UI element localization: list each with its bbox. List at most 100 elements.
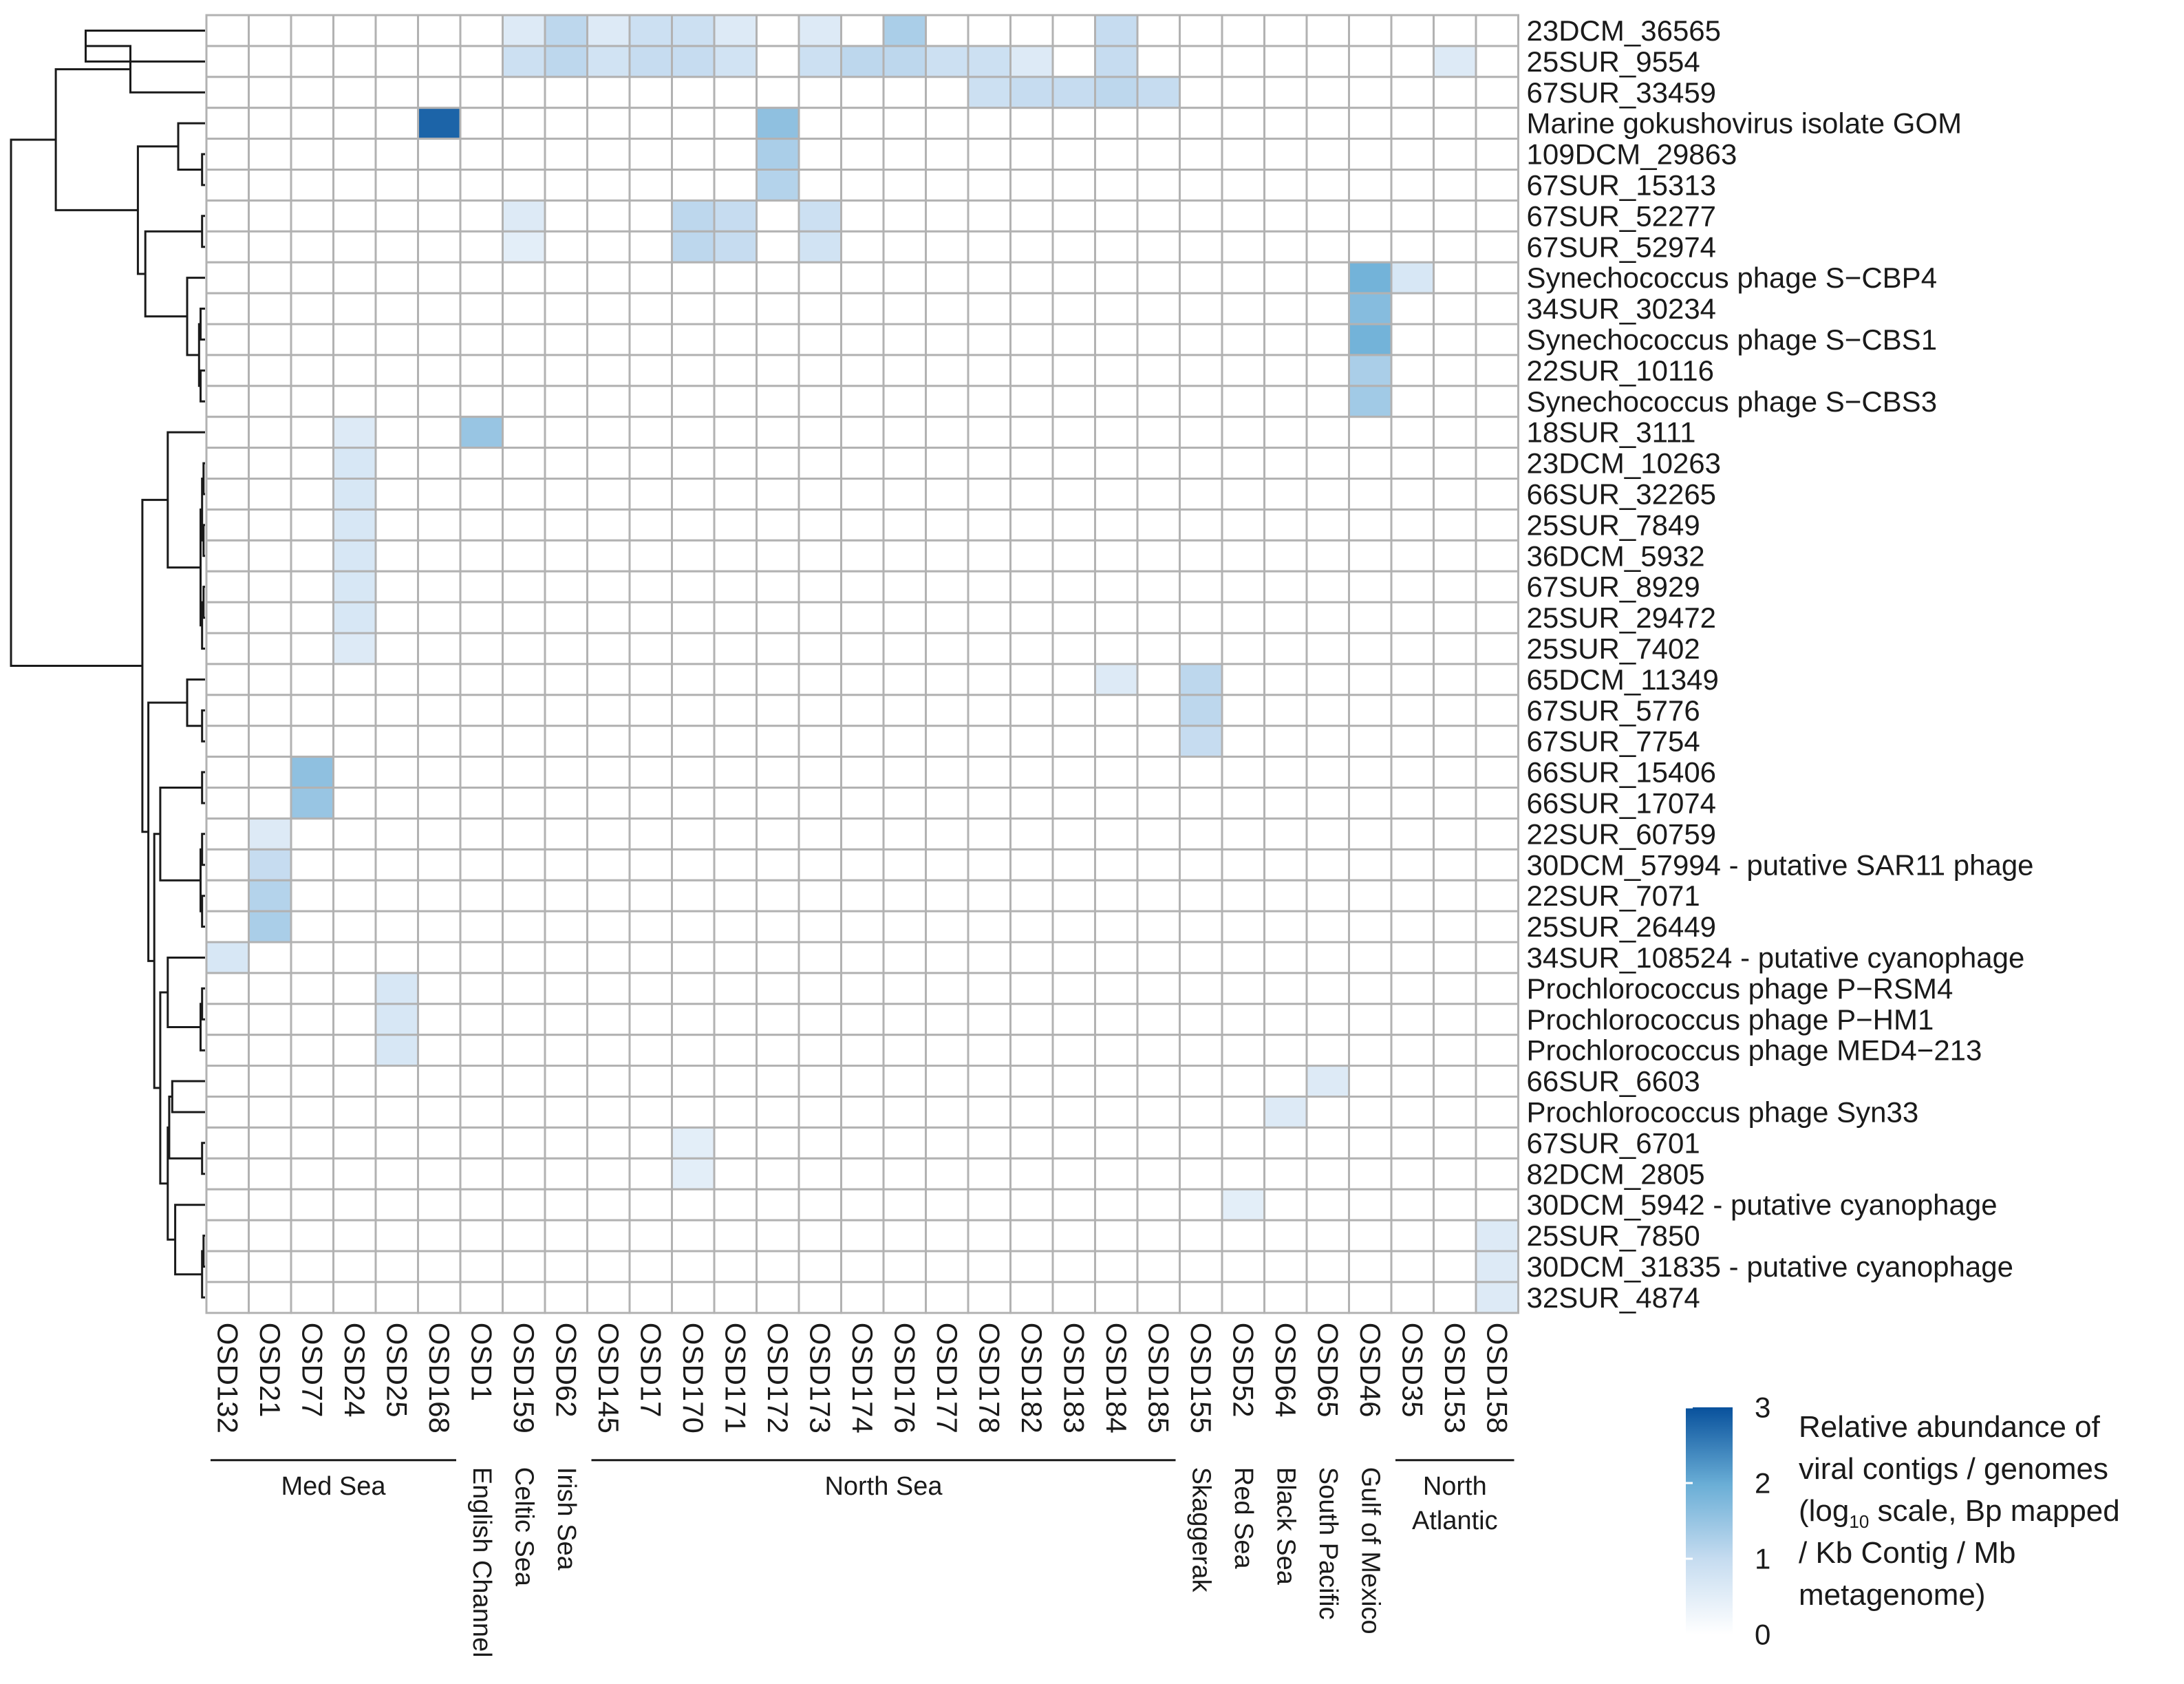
heatmap-cell — [1433, 601, 1477, 635]
heatmap-cell — [882, 756, 927, 789]
heatmap-cell — [1051, 632, 1096, 665]
heatmap-cell — [756, 694, 800, 727]
column-label: OSD184 — [1100, 1323, 1133, 1433]
heatmap-cell — [1094, 1188, 1139, 1222]
heatmap-cell — [797, 632, 842, 665]
heatmap-cell — [374, 539, 419, 573]
heatmap-cell — [925, 416, 970, 449]
heatmap-cell — [1433, 1096, 1477, 1129]
heatmap-cell — [882, 1250, 927, 1283]
heatmap-cell — [925, 1188, 970, 1222]
heatmap-cell — [586, 508, 631, 542]
heatmap-cell — [840, 601, 885, 635]
heatmap-cell — [1221, 725, 1265, 758]
heatmap-cell — [713, 1250, 758, 1283]
heatmap-cell — [459, 941, 504, 974]
heatmap-cell — [1390, 1003, 1435, 1036]
heatmap-cell — [374, 910, 419, 944]
heatmap-cell — [1179, 292, 1223, 326]
heatmap-cell — [713, 632, 758, 665]
heatmap-cell — [671, 1219, 716, 1253]
heatmap-cell — [797, 292, 842, 326]
heatmap-cell — [671, 787, 716, 820]
heatmap-cell — [756, 292, 800, 326]
heatmap-cell — [1136, 972, 1181, 1005]
heatmap-cell — [1433, 941, 1477, 974]
heatmap-cell — [1221, 1219, 1265, 1253]
heatmap-cell — [332, 756, 377, 789]
heatmap-cell — [1348, 169, 1393, 202]
heatmap-cell — [1094, 848, 1139, 882]
heatmap-cell — [1051, 261, 1096, 295]
heatmap-cell — [205, 848, 250, 882]
row-label: 66SUR_32265 — [1527, 478, 1717, 511]
heatmap-cell — [1433, 725, 1477, 758]
heatmap-cell — [205, 292, 250, 326]
dendrogram-branch — [141, 498, 168, 833]
heatmap-cell — [1051, 910, 1096, 944]
row-label: 25SUR_29472 — [1527, 601, 1717, 634]
heatmap-cell — [205, 169, 250, 202]
heatmap-cell — [967, 230, 1011, 264]
heatmap-cell — [797, 76, 842, 109]
heatmap-cell — [1221, 1281, 1265, 1314]
heatmap-cell — [1179, 323, 1223, 356]
heatmap-cell — [459, 1281, 504, 1314]
column-label: OSD173 — [804, 1323, 836, 1433]
dendrogram-branch — [202, 462, 205, 495]
heatmap-cell — [797, 725, 842, 758]
heatmap-cell — [797, 817, 842, 851]
heatmap-cell — [205, 447, 250, 480]
colorbar-tick-label: 0 — [1755, 1619, 1770, 1651]
heatmap-cell — [756, 261, 800, 295]
heatmap-cell — [1051, 1003, 1096, 1036]
heatmap-cell — [374, 694, 419, 727]
heatmap-cell — [374, 725, 419, 758]
heatmap-cell — [925, 169, 970, 202]
heatmap-cell — [1433, 848, 1477, 882]
heatmap-cell — [1348, 601, 1393, 635]
heatmap-cell — [502, 76, 546, 109]
dendrogram-branch — [202, 1235, 205, 1268]
heatmap-cell — [671, 169, 716, 202]
heatmap-cell — [1221, 694, 1265, 727]
heatmap-cell — [840, 972, 885, 1005]
heatmap-cell — [502, 1219, 546, 1253]
heatmap-cell — [417, 1096, 462, 1129]
heatmap-cell — [1221, 1250, 1265, 1283]
heatmap-cell — [205, 199, 250, 233]
heatmap-cell — [1390, 725, 1435, 758]
heatmap-cell — [1221, 478, 1265, 511]
heatmap-cell — [248, 725, 292, 758]
heatmap-cell — [671, 601, 716, 635]
heatmap-cell — [1221, 416, 1265, 449]
heatmap-cell — [1263, 570, 1308, 604]
region-label: Skaggerak — [1186, 1467, 1215, 1593]
heatmap-cell — [332, 416, 377, 449]
heatmap-cell — [882, 817, 927, 851]
heatmap-cell — [1221, 45, 1265, 78]
heatmap-cell — [544, 601, 588, 635]
heatmap-cell — [628, 1188, 673, 1222]
heatmap-cell — [1475, 1219, 1519, 1253]
heatmap-cell — [1221, 323, 1265, 356]
heatmap-cell — [756, 416, 800, 449]
heatmap-cell — [882, 508, 927, 542]
heatmap-cell — [1136, 601, 1181, 635]
heatmap-cell — [1475, 787, 1519, 820]
heatmap-cell — [967, 1188, 1011, 1222]
row-label: 23DCM_36565 — [1527, 14, 1722, 47]
heatmap-cell — [713, 354, 758, 387]
heatmap-cell — [374, 199, 419, 233]
heatmap-cell — [1051, 447, 1096, 480]
heatmap-cell — [1433, 570, 1477, 604]
heatmap-cell — [1136, 817, 1181, 851]
heatmap-cell — [1390, 1250, 1435, 1283]
heatmap-cell — [417, 941, 462, 974]
heatmap-cell — [1221, 169, 1265, 202]
heatmap-cell — [713, 478, 758, 511]
heatmap-cell — [1475, 539, 1519, 573]
heatmap-cell — [205, 508, 250, 542]
column-labels: OSD132 OSD21 OSD77 OSD24 OSD25 OSD168 OSD1 OSD1… — [211, 1323, 1513, 1433]
heatmap-cell — [628, 787, 673, 820]
